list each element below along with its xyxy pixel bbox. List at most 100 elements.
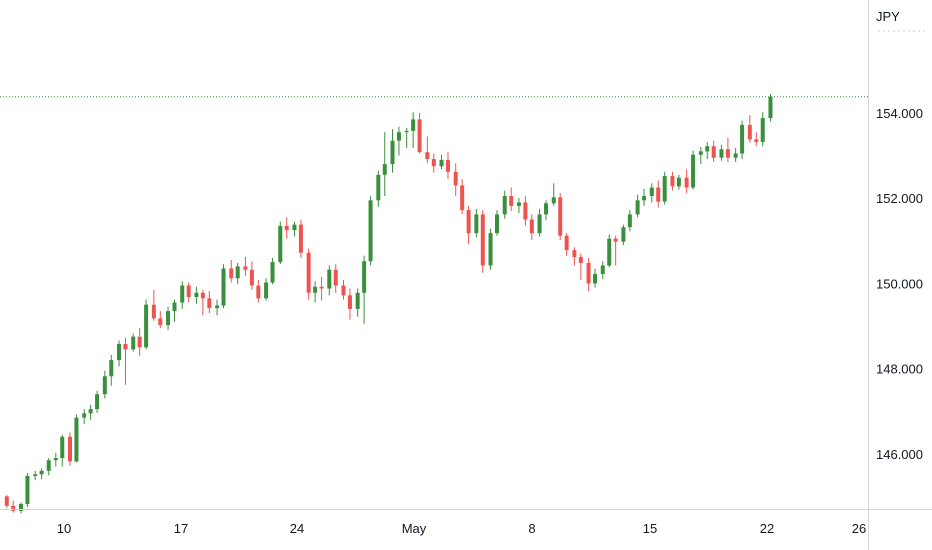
candle	[445, 152, 450, 180]
candle-body	[390, 140, 395, 165]
candle-body	[313, 286, 318, 293]
candle	[131, 333, 136, 352]
candle	[662, 171, 667, 205]
candle-body	[33, 474, 38, 476]
candle	[572, 247, 577, 266]
candle	[243, 256, 248, 276]
candle	[102, 370, 107, 399]
candle-body	[123, 343, 128, 350]
candle	[649, 183, 654, 203]
time-tick-label: 24	[290, 521, 304, 536]
candle-body	[607, 238, 612, 266]
time-tick-label: 17	[174, 521, 188, 536]
candle	[46, 458, 51, 476]
candle-body	[621, 227, 626, 242]
candle-body	[509, 196, 514, 206]
candle-body	[298, 224, 303, 253]
candle	[194, 286, 199, 304]
candle	[551, 183, 556, 206]
candle-body	[74, 417, 79, 462]
candle	[453, 163, 458, 197]
candle-body	[347, 295, 352, 309]
candle-body	[131, 336, 136, 350]
candle	[109, 354, 114, 386]
candle-body	[627, 214, 632, 228]
candle-body	[733, 153, 738, 158]
candle-body	[691, 154, 696, 188]
candle	[488, 228, 493, 270]
candle-body	[537, 214, 542, 234]
candle	[733, 147, 738, 162]
candle-body	[466, 210, 471, 234]
candle	[684, 169, 689, 194]
time-tick-label: 22	[760, 521, 774, 536]
candle-body	[264, 282, 269, 299]
candle-body	[453, 171, 458, 186]
candle	[25, 472, 30, 508]
candle-body	[564, 235, 569, 251]
candle-body	[333, 269, 338, 286]
candle-body	[39, 470, 44, 475]
candle	[347, 288, 352, 320]
candle-body	[194, 292, 199, 298]
candle	[670, 171, 675, 191]
candle	[593, 268, 598, 288]
candle-body	[600, 265, 605, 275]
candle	[417, 113, 422, 154]
candle-body	[229, 268, 234, 279]
candle	[404, 127, 409, 148]
candle	[235, 262, 240, 285]
candle	[306, 248, 311, 300]
candle-body	[656, 187, 661, 202]
candle-body	[635, 200, 640, 215]
price-axis[interactable]: 146.000 148.000 150.000 152.000 154.000	[876, 106, 923, 462]
time-axis[interactable]: 10 17 24 May 8 15 22 26	[57, 521, 866, 536]
candle-body	[243, 266, 248, 270]
candle	[460, 179, 465, 215]
candle-body	[445, 159, 450, 172]
time-tick-label: May	[402, 521, 427, 536]
candle-body	[25, 475, 30, 505]
candle	[68, 432, 72, 466]
candle	[474, 208, 479, 238]
candle-body	[95, 394, 100, 410]
candle	[705, 141, 710, 160]
candle-body	[662, 176, 667, 202]
candle-body	[376, 174, 381, 201]
candle	[207, 291, 212, 314]
candle	[768, 93, 773, 122]
candle	[53, 452, 58, 467]
candle	[390, 129, 395, 173]
candle-body	[11, 505, 16, 511]
candle	[172, 299, 177, 322]
candle-body	[221, 268, 226, 306]
candle	[711, 140, 716, 162]
price-tick-label: 152.000	[876, 191, 923, 206]
candle-body	[558, 197, 563, 236]
candle-body	[544, 203, 549, 215]
candle-body	[60, 436, 65, 459]
candle-body	[551, 197, 556, 204]
candle	[368, 196, 373, 266]
time-tick-label: 8	[528, 521, 535, 536]
candles-layer	[4, 93, 773, 514]
candle-body	[117, 343, 122, 361]
candle-body	[474, 214, 479, 234]
candle	[676, 174, 681, 190]
candle	[327, 265, 332, 296]
candle-body	[151, 304, 156, 319]
candle	[249, 261, 254, 290]
candle-body	[711, 146, 716, 158]
candle	[466, 205, 471, 245]
candle-body	[137, 336, 142, 348]
time-tick-label: 26	[852, 521, 866, 536]
candle	[221, 264, 226, 309]
candle-body	[411, 119, 416, 131]
candle	[362, 255, 367, 324]
candle	[600, 261, 605, 280]
candle	[578, 253, 583, 280]
candle	[523, 196, 528, 226]
candle	[621, 224, 626, 246]
candle-body	[278, 225, 283, 263]
